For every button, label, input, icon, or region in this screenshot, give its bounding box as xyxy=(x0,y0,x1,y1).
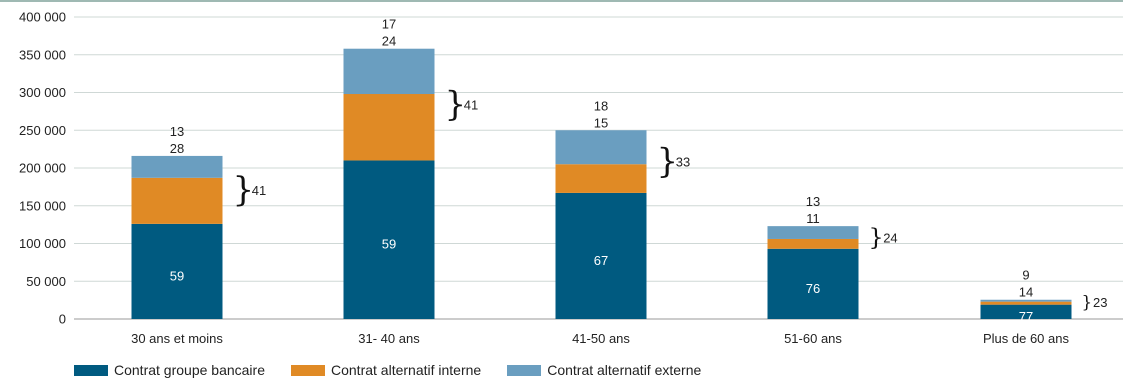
legend-item-groupe: Contrat groupe bancaire xyxy=(74,362,265,378)
top-rule xyxy=(0,0,1123,2)
y-tick-label: 400 000 xyxy=(19,10,66,25)
y-tick-label: 0 xyxy=(59,312,66,327)
bar-segment xyxy=(980,301,1072,305)
legend-swatch-groupe xyxy=(74,364,108,376)
bar-value-label: 17 xyxy=(382,17,396,32)
legend-label-interne: Contrat alternatif interne xyxy=(331,362,482,378)
bar-segment xyxy=(343,48,435,95)
legend-item-externe: Contrat alternatif externe xyxy=(507,362,701,378)
bar-segment xyxy=(131,155,223,178)
brace-total-label: 41 xyxy=(464,98,478,113)
y-tick-label: 300 000 xyxy=(19,85,66,100)
bar-segment xyxy=(555,130,647,165)
legend-label-groupe: Contrat groupe bancaire xyxy=(114,362,265,378)
brace-mark: } xyxy=(233,170,255,210)
bar-value-label: 28 xyxy=(170,141,184,156)
x-category-label: 31- 40 ans xyxy=(358,331,420,346)
brace-total-label: 33 xyxy=(676,155,690,170)
brace-mark: } xyxy=(869,223,884,251)
bar-segment xyxy=(767,238,859,249)
bar-value-label: 59 xyxy=(382,237,396,252)
x-category-label: Plus de 60 ans xyxy=(983,331,1070,346)
legend-label-externe: Contrat alternatif externe xyxy=(547,362,702,378)
bar-segment xyxy=(343,160,435,319)
bar-value-label: 9 xyxy=(1022,268,1029,283)
y-tick-label: 200 000 xyxy=(19,161,66,176)
stacked-bar-chart: 0 50 000 100 000 150 000 200 000 250 000 300 0… xyxy=(19,10,1123,346)
x-category-label: 30 ans et moins xyxy=(131,331,223,346)
legend-item-interne: Contrat alternatif interne xyxy=(291,362,481,378)
legend: Contrat groupe bancaire Contrat alternat… xyxy=(74,362,701,378)
bar-value-label: 77 xyxy=(1019,309,1033,324)
bar-value-label: 11 xyxy=(806,211,820,226)
y-tick-label: 250 000 xyxy=(19,123,66,138)
bar-value-label: 13 xyxy=(170,124,184,139)
bar-segment xyxy=(555,164,647,193)
x-category-label: 51-60 ans xyxy=(784,331,842,346)
y-tick-label: 50 000 xyxy=(26,274,66,289)
y-tick-label: 350 000 xyxy=(19,47,66,62)
bar-segment xyxy=(767,226,859,239)
bar-value-label: 18 xyxy=(594,98,608,113)
bar-value-label: 24 xyxy=(382,34,396,49)
brace-mark: } xyxy=(1082,292,1093,312)
bar-value-label: 67 xyxy=(594,253,608,268)
x-category-label: 41-50 ans xyxy=(572,331,630,346)
bar-segment xyxy=(980,304,1072,319)
bar-value-label: 15 xyxy=(594,115,608,130)
bar-value-label: 76 xyxy=(806,281,820,296)
legend-swatch-interne xyxy=(291,364,325,376)
legend-swatch-externe xyxy=(507,364,542,376)
bar-segment xyxy=(131,223,223,319)
bar-segment xyxy=(555,192,647,319)
y-tick-label: 100 000 xyxy=(19,236,66,251)
brace-total-label: 24 xyxy=(883,230,897,245)
bar-value-label: 14 xyxy=(1019,285,1033,300)
bar-value-label: 59 xyxy=(170,268,184,283)
bar-segment xyxy=(767,248,859,319)
bar-segment xyxy=(343,94,435,161)
bar-segment xyxy=(131,177,223,224)
brace-mark: } xyxy=(445,84,467,124)
y-tick-label: 150 000 xyxy=(19,198,66,213)
bar-segment xyxy=(980,299,1072,302)
brace-total-label: 23 xyxy=(1093,295,1107,310)
brace-total-label: 41 xyxy=(252,183,266,198)
bar-value-label: 13 xyxy=(806,194,820,209)
brace-mark: } xyxy=(657,141,679,181)
